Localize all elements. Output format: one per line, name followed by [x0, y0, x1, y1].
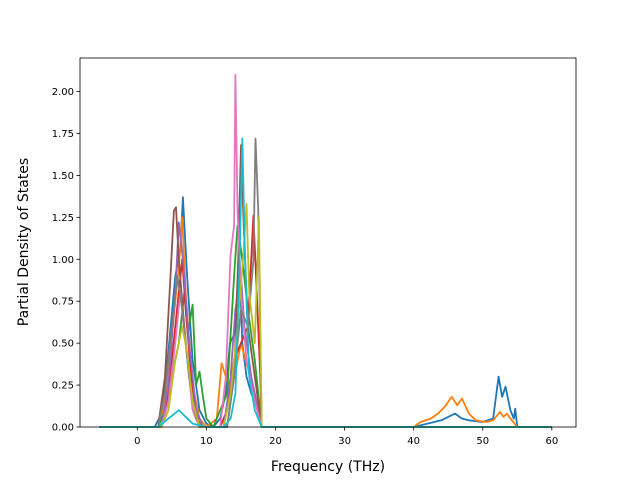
y-tick-label: 1.50 [52, 171, 74, 182]
y-tick-label: 2.00 [52, 87, 74, 98]
x-axis-ticks: 0 10 20 30 40 50 60 [134, 427, 558, 447]
x-tick-label: 60 [545, 436, 558, 447]
x-tick-label: 40 [407, 436, 420, 447]
y-tick-label: 0.25 [52, 381, 74, 392]
x-tick-label: 50 [476, 436, 489, 447]
x-tick-label: 10 [200, 436, 213, 447]
x-tick-label: 0 [134, 436, 140, 447]
y-tick-label: 0.00 [52, 423, 74, 434]
x-tick-label: 30 [338, 436, 351, 447]
y-axis-ticks: 0.00 0.25 0.50 0.75 1.00 1.25 1.50 1.75 2.00 [52, 87, 80, 434]
x-axis-label: Frequency (THz) [271, 459, 385, 475]
plot-frame [79, 57, 577, 428]
y-axis-label: Partial Density of States [16, 158, 32, 326]
series-layer [99, 73, 552, 428]
series-line-10 [99, 137, 552, 428]
x-tick-label: 20 [269, 436, 282, 447]
series-line-7 [99, 73, 552, 428]
y-tick-label: 1.25 [52, 213, 74, 224]
y-tick-label: 0.75 [52, 297, 74, 308]
series-line-9 [99, 202, 552, 428]
y-tick-label: 1.75 [52, 129, 74, 140]
series-line-4 [99, 214, 552, 428]
y-tick-label: 1.00 [52, 255, 74, 266]
y-tick-label: 0.50 [52, 339, 74, 350]
